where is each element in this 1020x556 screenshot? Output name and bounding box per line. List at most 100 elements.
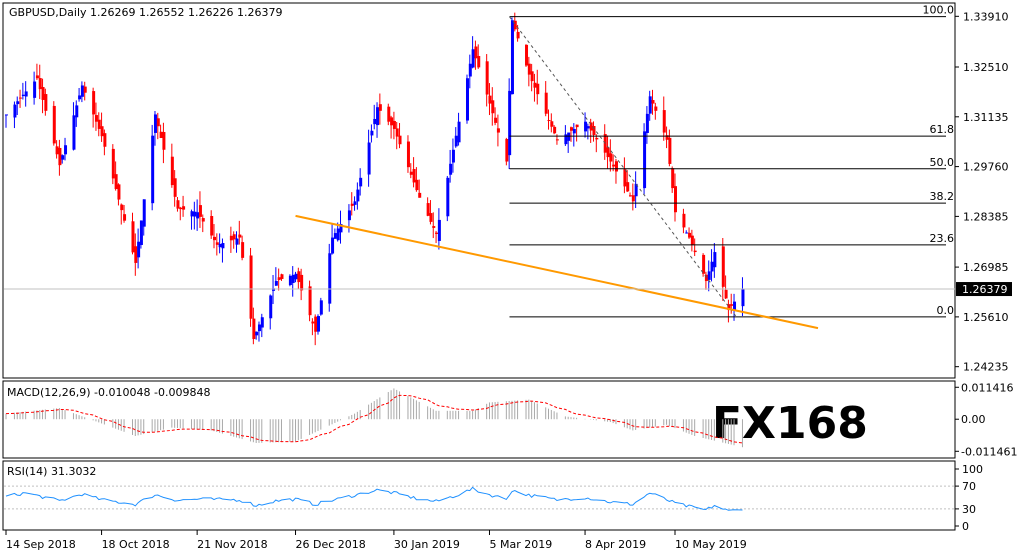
candle-body	[471, 49, 475, 68]
candle-body	[297, 271, 301, 283]
candle	[235, 231, 239, 253]
candle-body	[356, 189, 360, 202]
candle	[634, 171, 638, 209]
candle	[690, 229, 694, 252]
candle-body	[288, 275, 292, 286]
candle	[465, 74, 469, 124]
candle-body	[513, 20, 517, 30]
rsi-guide-lines	[4, 485, 955, 510]
candle	[35, 63, 39, 81]
candle	[488, 83, 492, 116]
candle	[429, 200, 433, 225]
candle	[564, 125, 568, 146]
candle	[437, 208, 441, 250]
time-tick-label: 30 Jan 2019	[394, 538, 460, 551]
candle-body	[553, 126, 557, 134]
candle	[114, 161, 118, 191]
candle	[654, 102, 658, 120]
candle	[201, 214, 205, 233]
candle-body	[378, 104, 382, 111]
candle-body	[373, 118, 377, 125]
candle-body	[201, 218, 205, 222]
candle-body	[5, 114, 8, 116]
macd-tick-label: -0.011461	[961, 445, 1017, 458]
candle-body	[151, 135, 155, 204]
candle	[151, 124, 155, 211]
candle-body	[390, 117, 394, 126]
candle	[665, 126, 669, 149]
candle-body	[328, 253, 332, 304]
candle	[120, 203, 124, 225]
candle-body	[631, 195, 635, 202]
time-tick-label: 14 Sep 2018	[6, 538, 76, 551]
candle	[319, 297, 323, 316]
candle	[328, 243, 332, 312]
candle-body	[55, 146, 59, 155]
candle	[5, 114, 8, 128]
fib-level-label: 0.0	[937, 304, 955, 317]
candle	[704, 271, 708, 290]
candle-body	[336, 228, 340, 241]
candle	[390, 115, 394, 139]
candle-body	[269, 295, 273, 319]
candle-body	[153, 114, 157, 133]
candle	[21, 82, 25, 100]
candle	[300, 268, 304, 301]
candle-body	[159, 131, 163, 138]
rsi-tick-label: 30	[962, 503, 976, 516]
candle-body	[435, 232, 439, 234]
candle-body	[477, 56, 481, 68]
price-chart-title: GBPUSD,Daily 1.26269 1.26552 1.26226 1.2…	[9, 6, 282, 19]
candle	[536, 69, 540, 105]
candle-body	[78, 95, 82, 100]
candle	[274, 267, 278, 287]
candle	[685, 230, 689, 234]
candle	[238, 220, 242, 245]
candle	[131, 212, 135, 255]
fib-level-label: 38.2	[930, 190, 955, 203]
candle-body	[437, 219, 441, 241]
candle	[55, 140, 59, 159]
candle-body	[496, 128, 500, 133]
candle	[64, 137, 68, 161]
candle	[162, 122, 166, 164]
candle	[72, 102, 76, 151]
candle	[645, 106, 649, 144]
candle	[631, 183, 635, 211]
candle-body	[193, 211, 197, 217]
candle	[435, 230, 439, 244]
candle	[153, 111, 157, 146]
candle	[688, 227, 692, 239]
candle-body	[406, 141, 410, 168]
candle-body	[311, 321, 315, 324]
candle	[446, 175, 450, 222]
candle-body	[213, 236, 217, 241]
candle	[92, 87, 96, 128]
macd-signal-line	[5, 394, 743, 444]
current-price-box	[956, 282, 1012, 297]
candle-body	[454, 135, 458, 147]
candle	[682, 208, 686, 234]
candle-body	[291, 274, 295, 283]
candle	[176, 196, 180, 212]
candle-body	[505, 138, 509, 162]
candle-body	[547, 120, 551, 122]
candle-body	[432, 226, 436, 228]
candle	[80, 81, 84, 103]
candle	[727, 299, 731, 323]
candle	[173, 170, 177, 207]
candle-body	[134, 246, 138, 263]
candle-body	[252, 318, 256, 339]
candle	[308, 280, 312, 322]
candle	[297, 267, 301, 289]
candle-body	[685, 232, 689, 234]
candle-body	[614, 161, 618, 172]
candle	[412, 157, 416, 188]
candle	[525, 44, 529, 67]
candle-body	[516, 31, 520, 39]
candle-body	[654, 106, 658, 111]
candle-body	[690, 235, 694, 245]
candle	[100, 112, 104, 142]
candle-body	[643, 131, 647, 189]
